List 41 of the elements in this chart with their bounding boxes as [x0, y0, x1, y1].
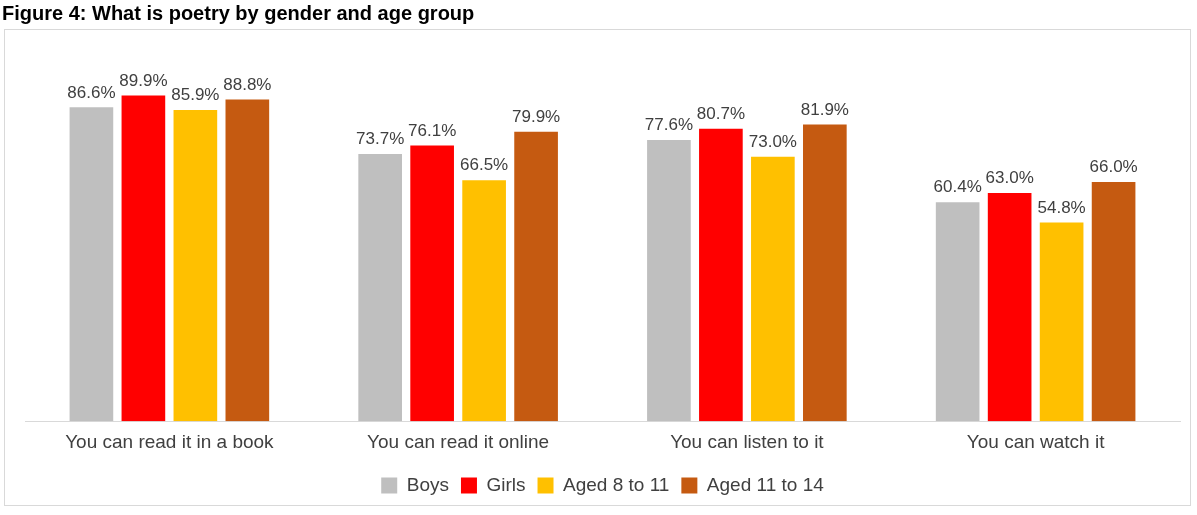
data-label: 66.5% [460, 155, 509, 175]
bar [225, 99, 270, 422]
legend-label: Aged 11 to 14 [706, 473, 825, 495]
legend-label: Aged 8 to 11 [563, 473, 670, 495]
bar [462, 180, 506, 422]
data-label: 80.7% [696, 103, 745, 123]
data-label: 79.9% [511, 106, 561, 126]
bar [803, 124, 847, 422]
bar [1091, 182, 1136, 422]
data-label: 54.8% [1037, 197, 1086, 217]
x-tick-label: You can watch it [966, 430, 1106, 452]
data-label: 60.4% [933, 177, 982, 197]
bar [987, 192, 1032, 422]
bar [358, 154, 402, 422]
chart-title: Figure 4: What is poetry by gender and age group [1, 1, 476, 26]
bar [69, 107, 114, 422]
x-tick-label: You can read it online [367, 430, 550, 452]
data-label: 86.6% [67, 82, 116, 102]
legend-label: Girls [486, 473, 526, 495]
data-label: 73.0% [748, 131, 797, 151]
data-label: 77.6% [644, 115, 694, 135]
bar [1039, 222, 1084, 422]
bar [699, 128, 743, 422]
bar [121, 95, 166, 422]
bar [410, 145, 454, 422]
bar [514, 131, 558, 422]
bar [751, 156, 795, 422]
data-label: 88.8% [223, 74, 272, 94]
bar [173, 109, 218, 422]
x-tick-label: You can read it in a book [65, 430, 275, 452]
legend-label: Boys [406, 473, 449, 495]
data-label: 73.7% [356, 129, 405, 149]
x-tick-label: You can listen to it [670, 430, 825, 452]
data-label: 76.1% [408, 120, 457, 140]
data-label: 81.9% [800, 99, 849, 119]
data-label: 63.0% [985, 168, 1034, 188]
data-label: 85.9% [171, 85, 220, 105]
data-label: 89.9% [119, 70, 168, 90]
bar [935, 202, 980, 422]
data-label: 66.0% [1089, 157, 1138, 177]
bar [647, 139, 691, 422]
